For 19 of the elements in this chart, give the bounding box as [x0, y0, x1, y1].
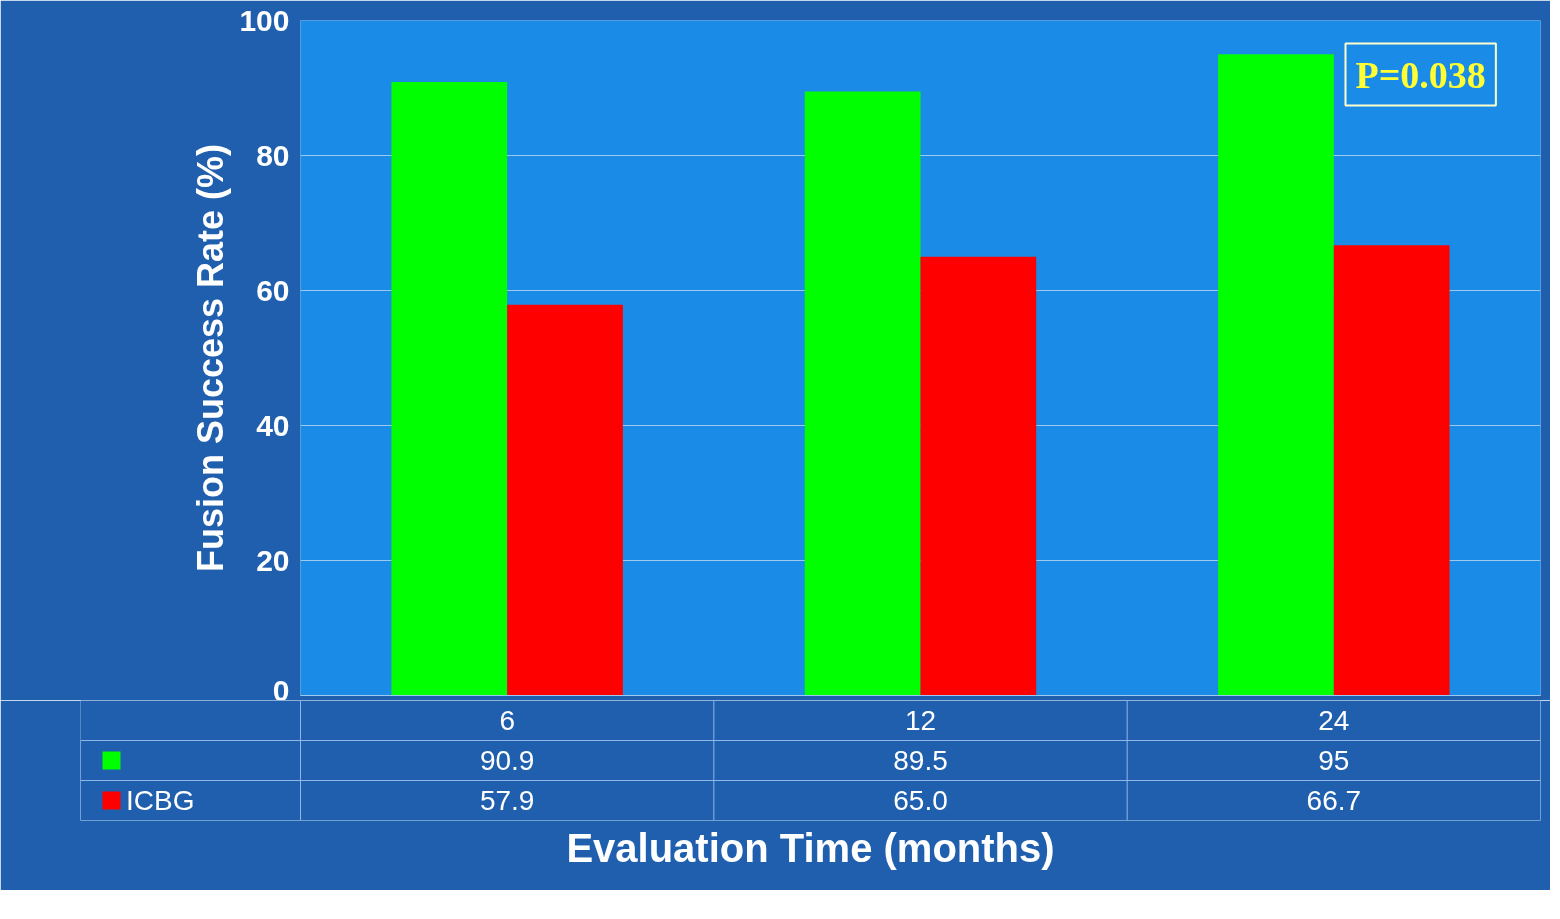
data-label: 66.7	[1306, 785, 1362, 816]
data-label: 89.5	[893, 745, 948, 776]
data-label: 95	[1318, 745, 1350, 776]
y-tick-label: 20	[256, 543, 290, 577]
data-label: 90.9	[479, 745, 535, 776]
annotation: P=0.038	[1355, 53, 1486, 96]
y-tick-label: 60	[256, 273, 290, 307]
y-tick-label: 100	[239, 3, 290, 37]
legend-label: ICBG	[125, 785, 195, 816]
y-tick-label: 80	[256, 138, 290, 172]
x-axis-title: Evaluation Time (months)	[566, 825, 1055, 870]
y-tick-label: 40	[256, 408, 290, 442]
data-label: 57.9	[479, 785, 535, 816]
y-tick-label: 0	[272, 673, 290, 707]
x-tick-label: 6	[499, 705, 515, 736]
x-tick-label: 24	[1318, 705, 1350, 736]
x-tick-label: 12	[904, 705, 937, 736]
y-axis-title: Fusion Success Rate (%)	[190, 143, 232, 573]
data-label: 65.0	[893, 785, 948, 816]
